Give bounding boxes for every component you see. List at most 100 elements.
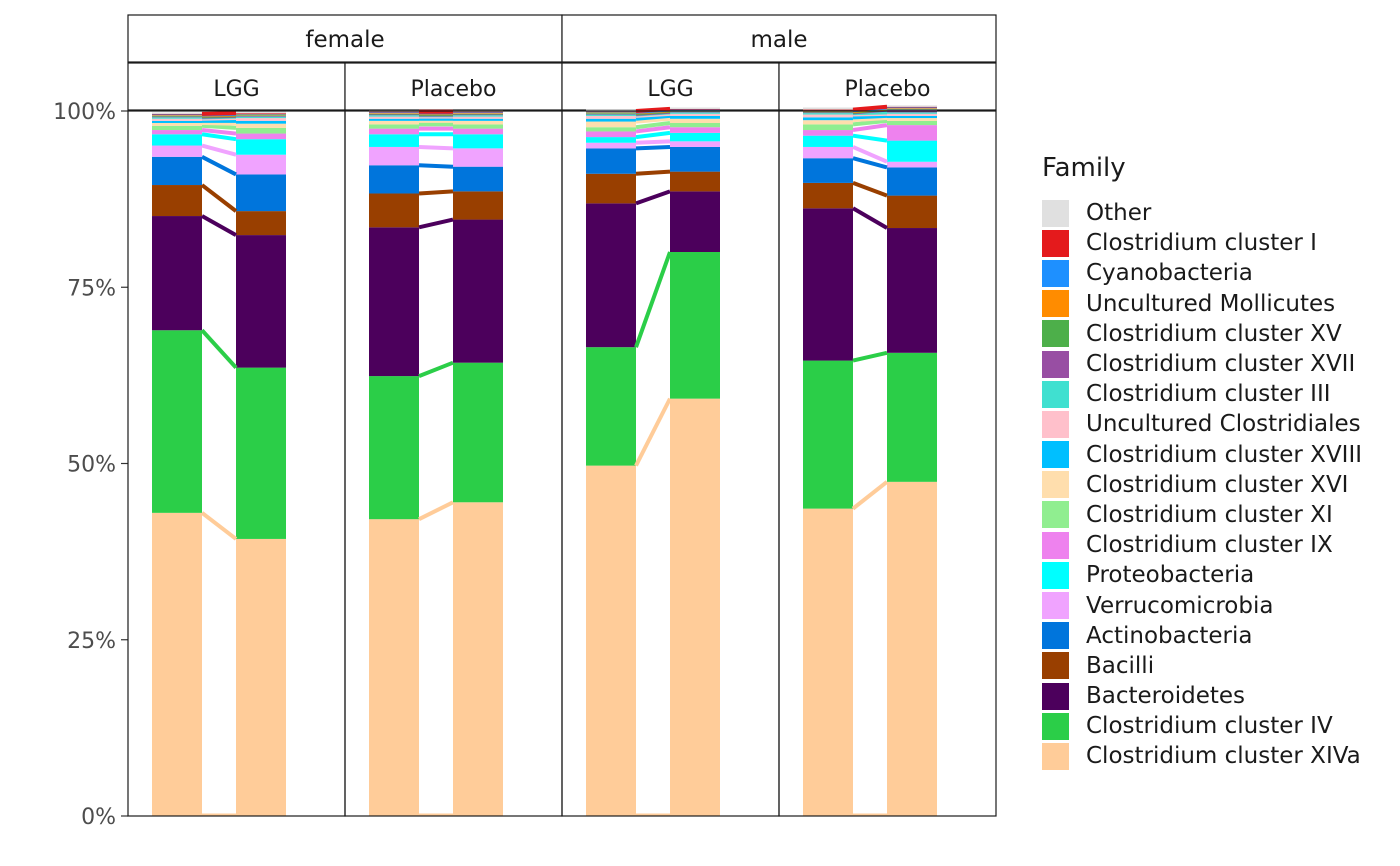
connector-line	[852, 350, 888, 363]
strip-label-Placebo: Placebo	[411, 77, 497, 102]
bar-segment	[453, 191, 503, 220]
legend-label: Proteobacteria	[1086, 562, 1255, 589]
bar-segment	[586, 112, 636, 114]
connector-line	[635, 169, 671, 176]
bar-segment	[236, 154, 286, 175]
bar-segment	[670, 398, 720, 816]
legend-item: Bacteroidetes	[1042, 681, 1400, 711]
connector-line	[200, 511, 238, 541]
legend-label: Cyanobacteria	[1086, 260, 1253, 287]
legend-key	[1042, 441, 1069, 469]
bar-segment	[803, 107, 853, 110]
legend-key	[1042, 592, 1069, 620]
bar-segment	[670, 146, 720, 172]
connector-line	[418, 360, 454, 378]
bar-segment	[803, 182, 853, 209]
bar-segment	[369, 134, 419, 147]
bar-segment	[803, 208, 853, 361]
legend-key	[1042, 652, 1069, 680]
bar-segment	[369, 146, 419, 166]
legend-item: Uncultured Clostridiales	[1042, 409, 1400, 439]
bar-segment	[236, 116, 286, 119]
strip-label-LGG: LGG	[647, 77, 693, 102]
strip-female-LGG	[127, 62, 346, 111]
legend-key	[1042, 471, 1069, 499]
connector-line	[201, 132, 237, 142]
bar-segment	[152, 115, 202, 117]
bar-segment	[152, 116, 202, 118]
legend-key	[1042, 561, 1069, 589]
bar-segment	[453, 113, 503, 114]
bar-segment	[887, 161, 937, 168]
bar-segment	[453, 113, 503, 115]
legend: Family Other Clostridium cluster I Cyanoba…	[1042, 150, 1400, 772]
bar-segment	[236, 115, 286, 116]
bar-segment	[670, 171, 720, 192]
panel-male-Placebo	[778, 104, 997, 817]
bar-segment	[887, 195, 937, 229]
bar-segment	[887, 352, 937, 482]
bar-segment	[670, 132, 720, 142]
bar-segment	[887, 228, 937, 353]
legend-key	[1042, 712, 1069, 740]
bar-segment	[453, 502, 503, 816]
panel-female-LGG	[127, 110, 346, 817]
legend-item: Verrucomicrobia	[1042, 590, 1400, 620]
bar-segment	[887, 107, 937, 109]
strip-label-LGG: LGG	[213, 77, 259, 102]
bar-segment	[887, 113, 937, 116]
bar-segment	[236, 114, 286, 116]
bar-segment	[887, 140, 937, 162]
legend-item: Cyanobacteria	[1042, 258, 1400, 288]
legend-key	[1042, 742, 1069, 770]
bar-segment	[670, 113, 720, 116]
bar-segment	[369, 193, 419, 228]
bar-segment	[887, 106, 937, 108]
connector-line	[635, 125, 671, 134]
connector-line	[201, 143, 237, 157]
legend-label: Clostridium cluster XI	[1086, 501, 1333, 528]
bar-segment	[670, 111, 720, 113]
bar-segment	[152, 125, 202, 131]
bar-segment	[453, 118, 503, 121]
strip-female-Placebo	[344, 62, 563, 111]
connector-line	[201, 128, 237, 136]
connector-line	[635, 189, 671, 206]
bar-segment	[670, 122, 720, 128]
connector-line	[851, 206, 889, 230]
legend-label: Clostridium cluster XIVa	[1086, 743, 1361, 770]
bar-segment	[236, 115, 286, 117]
connector-line	[201, 111, 237, 116]
legend-label: Clostridium cluster I	[1086, 230, 1317, 257]
connector-line	[201, 155, 237, 177]
legend-item: Clostridium cluster XV	[1042, 319, 1400, 349]
connector-line	[635, 121, 671, 130]
bar-segment	[803, 117, 853, 121]
connector-line	[635, 113, 671, 121]
legend-key	[1042, 320, 1069, 348]
bar-segment	[369, 227, 419, 377]
bar-segment	[369, 120, 419, 125]
connector-line	[635, 116, 671, 124]
connector-line	[418, 217, 454, 230]
bar-segment	[453, 124, 503, 129]
bar-segment	[803, 124, 853, 131]
connector-line	[852, 156, 888, 170]
connector-line	[418, 500, 454, 521]
bar-segment	[236, 118, 286, 121]
bar-segment	[236, 211, 286, 236]
bar-segment	[453, 166, 503, 192]
connector-line	[852, 104, 888, 112]
bar-segment	[887, 112, 937, 114]
strip-female	[127, 14, 563, 63]
bar-segment	[369, 124, 419, 129]
bar-segment	[586, 109, 636, 111]
strip-male	[561, 14, 997, 63]
bar-segment	[152, 134, 202, 146]
bar-segment	[586, 118, 636, 122]
bar-segment	[236, 111, 286, 114]
bar-segment	[236, 113, 286, 114]
bar-segment	[152, 185, 202, 217]
bar-segment	[152, 120, 202, 123]
